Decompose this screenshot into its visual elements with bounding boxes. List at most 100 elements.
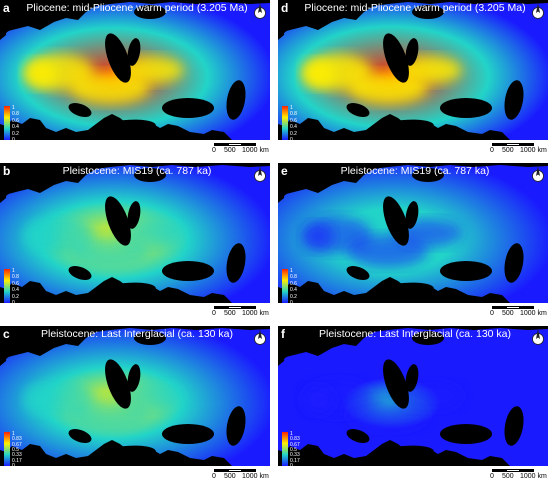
legend-tick-label: 0.67 bbox=[12, 441, 22, 448]
scale-bar-label: 500 bbox=[502, 310, 514, 317]
habitat-map: a Pliocene: mid-Pliocene warm period (3.2… bbox=[0, 0, 270, 140]
scale-bar-label: 0 bbox=[212, 310, 216, 317]
legend-color-bar bbox=[282, 106, 288, 140]
scale-bar-label: 500 bbox=[502, 473, 514, 480]
legend-color-bar bbox=[4, 106, 10, 140]
map-panel-f: f Pleistocene: Last Interglacial (ca. 130… bbox=[278, 326, 548, 484]
europe-map-graphic bbox=[278, 326, 548, 466]
scale-bar-segment bbox=[228, 143, 242, 146]
scale-bar: 0 500 1000 km bbox=[486, 303, 547, 321]
panel-title: Pleistocene: MIS19 (ca. 787 ka) bbox=[340, 165, 490, 177]
legend-tick-label: 0.33 bbox=[290, 452, 300, 459]
scale-bar-segment bbox=[242, 306, 256, 309]
scale-bar: 0 500 1000 km bbox=[208, 140, 269, 158]
panel-label: a bbox=[3, 1, 10, 15]
habitat-map: f Pleistocene: Last Interglacial (ca. 130… bbox=[278, 326, 548, 466]
scale-bar-segment bbox=[214, 143, 228, 146]
scale-bar-label: 1000 km bbox=[520, 147, 547, 154]
legend-tick-label: 0.67 bbox=[290, 441, 300, 448]
europe-map-graphic bbox=[278, 0, 548, 140]
panel-label: e bbox=[281, 164, 288, 178]
north-arrow-icon bbox=[531, 2, 545, 20]
legend-tick-label: 0.4 bbox=[290, 287, 297, 294]
habitat-map: e Pleistocene: MIS19 (ca. 787 ka) 1 0.8 0.6 0… bbox=[278, 163, 548, 303]
map-panel-e: e Pleistocene: MIS19 (ca. 787 ka) 1 0.8 0.6 0… bbox=[278, 163, 548, 321]
legend-tick-label: 0.2 bbox=[290, 130, 297, 137]
legend-tick-label: 0.4 bbox=[12, 287, 19, 294]
north-arrow-icon bbox=[253, 2, 267, 20]
panel-title: Pliocene: mid-Pliocene warm period (3.20… bbox=[26, 2, 248, 14]
scale-bar-label: 0 bbox=[212, 473, 216, 480]
legend-tick-label: 0.6 bbox=[290, 117, 297, 124]
legend-tick-label: 0 bbox=[290, 300, 293, 304]
legend-tick-label: 0.5 bbox=[290, 447, 297, 453]
legend-tick-label: 1 bbox=[290, 105, 293, 111]
panel-label: d bbox=[281, 1, 289, 15]
legend-tick-label: 0.8 bbox=[290, 111, 297, 118]
scale-bar-label: 500 bbox=[224, 310, 236, 317]
scale-bar-label: 0 bbox=[490, 310, 494, 317]
scale-bar-segment bbox=[214, 306, 228, 309]
scale-bar-label: 1000 km bbox=[520, 310, 547, 317]
map-panel-a: a Pliocene: mid-Pliocene warm period (3.2… bbox=[0, 0, 270, 158]
legend-color-bar bbox=[4, 432, 10, 466]
legend-tick-label: 0.4 bbox=[12, 124, 19, 131]
scale-bar-label: 0 bbox=[212, 147, 216, 154]
map-panel-c: c Pleistocene: Last Interglacial (ca. 130… bbox=[0, 326, 270, 484]
europe-map-graphic bbox=[0, 163, 270, 303]
north-arrow-icon bbox=[531, 328, 545, 346]
panel-label: f bbox=[281, 327, 285, 341]
legend-tick-label: 1 bbox=[290, 268, 293, 274]
legend-tick-label: 0.6 bbox=[290, 280, 297, 287]
legend-tick-label: 0 bbox=[290, 463, 293, 467]
scale-bar-label: 1000 km bbox=[242, 147, 269, 154]
scale-bar-segment bbox=[242, 143, 256, 146]
scale-bar-segment bbox=[492, 143, 506, 146]
legend-tick-label: 1 bbox=[12, 268, 15, 274]
legend-tick-label: 1 bbox=[12, 105, 15, 111]
habitat-map: c Pleistocene: Last Interglacial (ca. 130… bbox=[0, 326, 270, 466]
legend-tick-label: 0.2 bbox=[290, 293, 297, 300]
europe-map-graphic bbox=[0, 0, 270, 140]
scale-bar-segment bbox=[492, 469, 506, 472]
legend-tick-label: 0.2 bbox=[12, 293, 19, 300]
map-panel-b: b Pleistocene: MIS19 (ca. 787 ka) 1 0.8 0.6 0… bbox=[0, 163, 270, 321]
legend-tick-label: 0.83 bbox=[12, 436, 22, 443]
scale-bar-label: 1000 km bbox=[242, 310, 269, 317]
legend-tick-label: 0.17 bbox=[290, 457, 300, 464]
legend-tick-label: 0.5 bbox=[12, 447, 19, 453]
panel-label: b bbox=[3, 164, 11, 178]
scale-bar-segment bbox=[506, 469, 520, 472]
scale-bar: 0 500 1000 km bbox=[486, 466, 547, 484]
scale-bar: 0 500 1000 km bbox=[208, 466, 269, 484]
legend-color-bar bbox=[282, 269, 288, 303]
legend-tick-label: 0 bbox=[12, 463, 15, 467]
scale-bar-label: 500 bbox=[502, 147, 514, 154]
scale-bar-segment bbox=[506, 143, 520, 146]
legend-color-bar bbox=[4, 269, 10, 303]
panel-title: Pleistocene: Last Interglacial (ca. 130 … bbox=[40, 328, 234, 340]
scale-bar-segment bbox=[520, 143, 534, 146]
legend-tick-label: 0.4 bbox=[290, 124, 297, 131]
panel-label: c bbox=[3, 327, 10, 341]
scale-bar-label: 1000 km bbox=[520, 473, 547, 480]
scale-bar-segment bbox=[214, 469, 228, 472]
scale-bar-label: 0 bbox=[490, 473, 494, 480]
legend-tick-label: 1 bbox=[290, 431, 293, 437]
legend-tick-label: 0.2 bbox=[12, 130, 19, 137]
scale-bar-segment bbox=[492, 306, 506, 309]
scale-bar-segment bbox=[520, 306, 534, 309]
scale-bar-segment bbox=[228, 306, 242, 309]
legend-tick-label: 0.33 bbox=[12, 452, 22, 459]
panel-title: Pliocene: mid-Pliocene warm period (3.20… bbox=[304, 2, 526, 14]
legend-tick-label: 0.8 bbox=[12, 274, 19, 281]
habitat-map: d Pliocene: mid-Pliocene warm period (3.2… bbox=[278, 0, 548, 140]
legend-tick-label: 0.17 bbox=[12, 457, 22, 464]
legend-tick-label: 0.8 bbox=[12, 111, 19, 118]
europe-map-graphic bbox=[278, 163, 548, 303]
legend-tick-label: 0.83 bbox=[290, 436, 300, 443]
legend-tick-label: 0 bbox=[290, 137, 293, 141]
scale-bar-label: 0 bbox=[490, 147, 494, 154]
north-arrow-icon bbox=[253, 165, 267, 183]
habitat-map: b Pleistocene: MIS19 (ca. 787 ka) 1 0.8 0.6 0… bbox=[0, 163, 270, 303]
